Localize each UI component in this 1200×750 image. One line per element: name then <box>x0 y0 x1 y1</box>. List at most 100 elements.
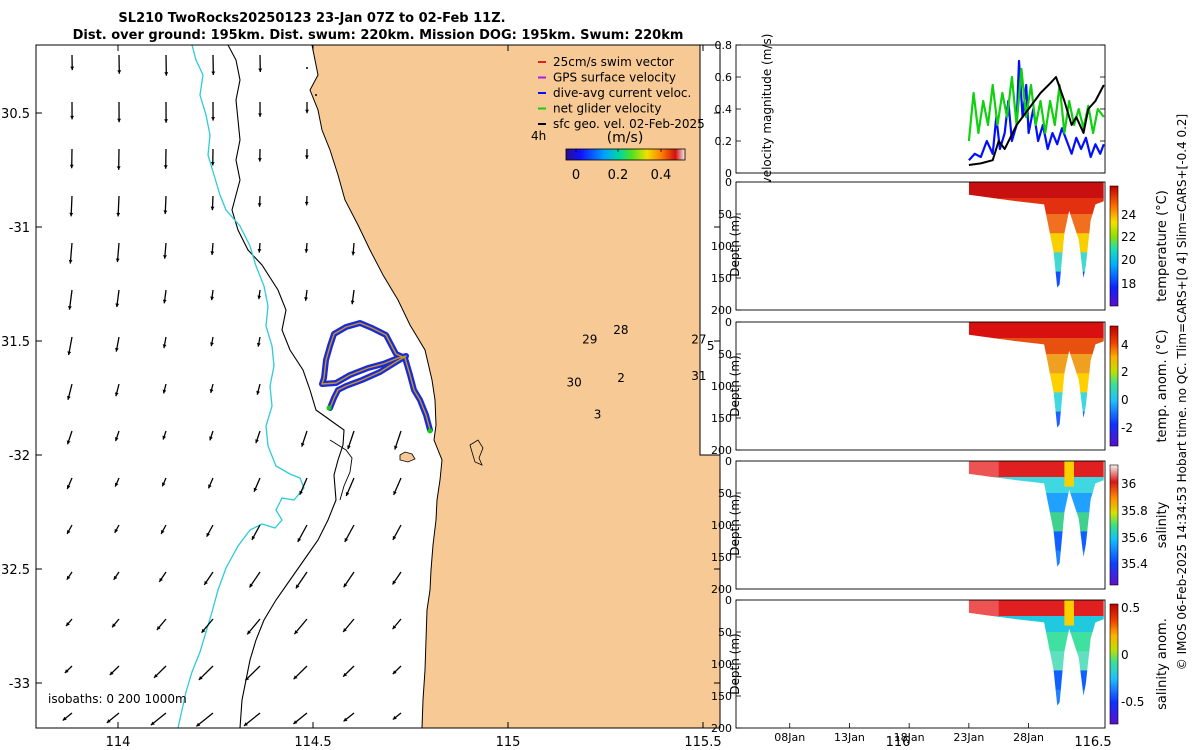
section-surface-patch <box>968 461 999 477</box>
track-inner <box>321 322 431 431</box>
geostrophic-arrow-head <box>114 482 119 487</box>
map-xtick-label: 114 <box>106 735 131 750</box>
geostrophic-arrow-head <box>162 435 167 440</box>
geostrophic-arrow-head <box>394 445 398 450</box>
geostrophic-arrow-head <box>204 580 208 585</box>
isobath-200m <box>177 45 305 728</box>
geostrophic-arrow-head <box>67 351 72 356</box>
date-tick-label: 13Jan <box>834 731 865 744</box>
section-colorbar-label: 35.4 <box>1121 557 1148 571</box>
geostrophic-arrow-head <box>115 258 120 263</box>
geostrophic-arrow-head <box>163 165 168 169</box>
title-line-1: SL210 TwoRocks20250123 23-Jan 07Z to 02-… <box>118 11 505 26</box>
map-xtick-label: 116 <box>886 735 911 750</box>
geostrophic-arrow-head <box>70 115 74 120</box>
section-colorbar-label: 0 <box>1121 648 1129 662</box>
geostrophic-arrow-head <box>64 669 69 674</box>
date-tick-label: 18Jan <box>894 731 925 744</box>
section-band <box>968 182 1104 199</box>
geostrophic-arrow-head <box>210 342 214 347</box>
velocity-ytick-label: 0.2 <box>715 135 733 148</box>
geostrophic-arrow-head <box>162 344 167 349</box>
geostrophic-arrow-head <box>115 347 119 352</box>
map-ytick-label: -31 <box>9 221 30 236</box>
land-polygon <box>309 45 720 728</box>
section-surface-patch <box>1064 461 1074 487</box>
map-xtick-label: 115.5 <box>684 735 721 750</box>
track-day-label: 29 <box>582 332 597 346</box>
geostrophic-arrow-head <box>347 445 351 450</box>
geostrophic-arrow-head <box>211 117 215 121</box>
section-colorbar-label: -2 <box>1121 421 1133 435</box>
geostrophic-arrow-head <box>66 622 70 627</box>
geostrophic-arrow-head <box>257 158 262 162</box>
date-tick-label: 23Jan <box>953 731 984 744</box>
islet <box>315 94 317 96</box>
geostrophic-arrow-head <box>150 721 155 726</box>
geostrophic-arrow-head <box>257 295 262 300</box>
section-ytick-label: 200 <box>711 304 732 317</box>
section-colorbar <box>1109 464 1119 586</box>
geostrophic-arrow-head <box>258 68 263 73</box>
section-ytick-label: 150 <box>711 551 732 564</box>
velocity-ytick-label: 0.4 <box>715 103 733 116</box>
day-labels: 2928275263130225243 <box>567 323 715 421</box>
geostrophic-arrow-head <box>351 251 356 256</box>
section-surface-patch <box>968 600 999 616</box>
section-panel-temp_anom: 0 50 100 150 200 Depth (m) 4 2 0 -2 temp. anom. (°… <box>711 316 1170 457</box>
geostrophic-arrow-head <box>201 628 206 633</box>
legend-label: dive-avg current veloc. <box>553 86 691 100</box>
geostrophic-arrow-head <box>343 628 347 633</box>
geostrophic-arrow-head <box>156 625 161 630</box>
geostrophic-arrow-head <box>245 676 250 681</box>
island-garden <box>469 439 484 466</box>
title-line-2: Dist. over ground: 195km. Dist. swum: 22… <box>73 28 684 43</box>
section-colorbar-label: 2 <box>1121 365 1129 379</box>
scale-label: 4h <box>531 129 546 143</box>
geostrophic-arrow-head <box>109 671 114 676</box>
geostrophic-arrow-head <box>293 675 298 680</box>
geostrophic-arrow <box>195 712 214 727</box>
section-ytick-label: 150 <box>711 412 732 425</box>
geostrophic-arrow-head <box>209 388 214 393</box>
track-day-label: 31 <box>691 369 706 383</box>
geostrophic-arrow-head <box>208 484 212 489</box>
geostrophic-arrow-head <box>106 719 111 723</box>
colorbar-title: (m/s) <box>607 130 644 146</box>
velocity-plot-area <box>736 45 1105 173</box>
section-ytick-label: 200 <box>711 444 732 457</box>
velocity-series-line <box>968 76 1105 166</box>
geostrophic-arrow-head <box>211 71 216 76</box>
geostrophic-arrow-head <box>162 389 167 394</box>
section-colorbar-title: temperature (°C) <box>1155 190 1170 302</box>
geostrophic-vector-field <box>62 54 402 727</box>
geostrophic-arrow-head <box>114 392 119 397</box>
islet <box>306 67 308 69</box>
geostrophic-arrow-head <box>198 676 203 680</box>
geostrophic-arrow-head <box>112 623 116 628</box>
section-ytick-label: 0 <box>725 176 732 189</box>
map-xtick-label: 114.5 <box>294 735 331 750</box>
geostrophic-arrow-head <box>116 212 121 217</box>
track-day-label: 2 <box>617 371 625 385</box>
geostrophic-arrow-head <box>162 299 167 304</box>
geostrophic-arrow-head <box>66 484 71 489</box>
geostrophic-arrow-head <box>304 201 309 206</box>
section-ytick-label: 50 <box>718 487 732 500</box>
geostrophic-arrow-head <box>66 575 71 580</box>
geostrophic-arrow-head <box>304 297 308 301</box>
geostrophic-arrow-head <box>294 630 299 635</box>
velocity-ytick-label: 0.6 <box>715 71 733 84</box>
section-colorbar <box>1109 603 1119 725</box>
velocity-series <box>967 59 1105 166</box>
map-legend: 25cm/s swim vector GPS surface velocitydi… <box>538 55 705 131</box>
section-ytick-label: 0 <box>725 455 732 468</box>
section-ytick-label: 0 <box>725 594 732 607</box>
legend-label: net glider velocity <box>553 102 661 116</box>
geostrophic-arrow-head <box>210 251 215 255</box>
geostrophic-arrow-head <box>343 672 348 677</box>
geostrophic-arrow-head <box>345 492 350 497</box>
geostrophic-arrow-head <box>255 439 259 444</box>
colorbar-tick-label: 0.4 <box>651 168 672 183</box>
section-colorbar-label: 35.6 <box>1121 531 1148 545</box>
